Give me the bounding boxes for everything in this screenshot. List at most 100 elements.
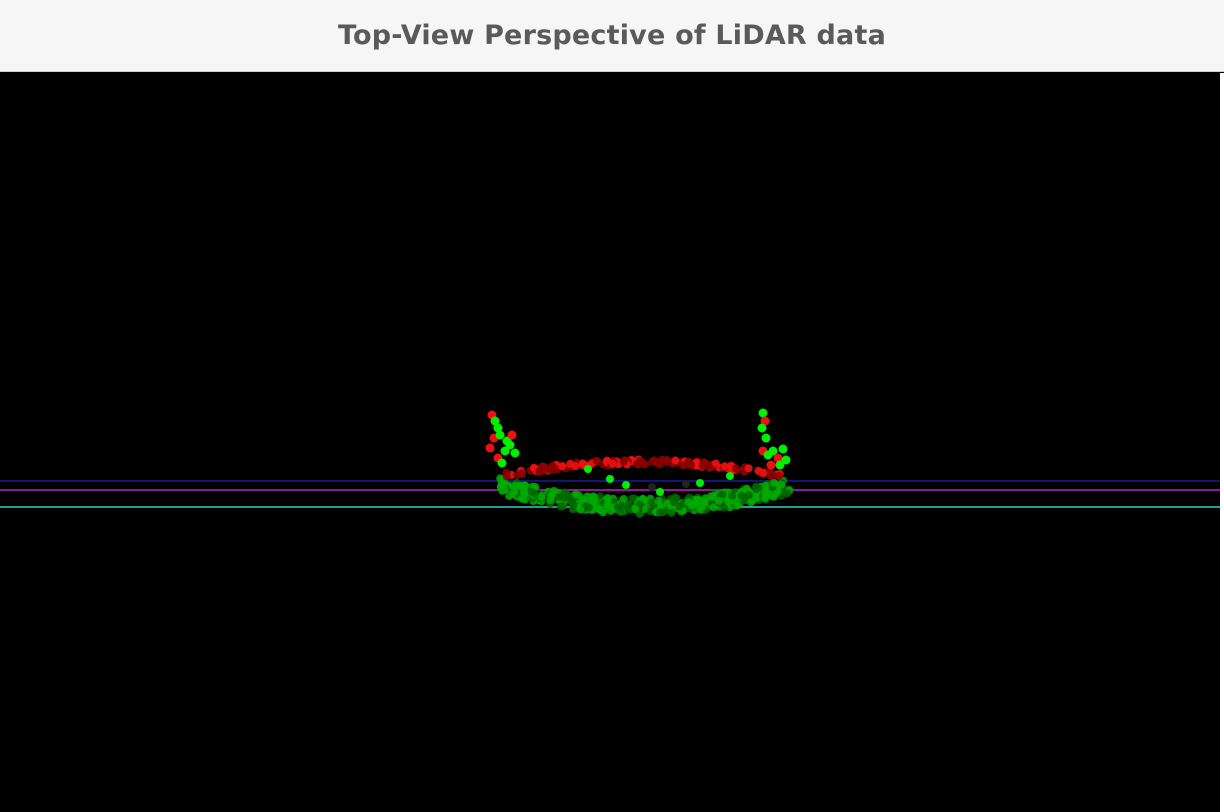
point-cloud xyxy=(485,408,794,518)
lidar-point xyxy=(511,481,520,490)
lidar-point xyxy=(508,490,517,499)
lidar-point xyxy=(507,430,517,440)
lidar-point xyxy=(624,504,633,513)
lidar-point xyxy=(606,475,614,483)
lidar-point xyxy=(603,494,612,502)
lidar-point xyxy=(757,423,767,433)
lidar-point xyxy=(593,457,602,465)
lidar-point xyxy=(584,465,592,473)
lidar-point xyxy=(594,504,603,513)
lidar-point xyxy=(617,501,626,510)
lidar-point xyxy=(699,458,708,467)
lidar-point xyxy=(744,464,753,473)
lidar-point xyxy=(731,464,740,473)
lidar-point xyxy=(540,462,549,471)
window-right-border xyxy=(1220,73,1224,812)
lidar-point xyxy=(500,485,509,494)
lidar-point xyxy=(768,446,778,456)
lidar-point xyxy=(760,416,770,426)
lidar-point xyxy=(737,491,746,500)
lidar-point xyxy=(733,501,742,510)
lidar-point xyxy=(585,503,593,512)
lidar-point xyxy=(648,483,656,491)
lidar-point xyxy=(558,462,567,471)
lidar-point xyxy=(485,443,495,453)
lidar-point xyxy=(686,461,695,470)
lidar-point xyxy=(705,463,714,472)
lidar-point xyxy=(762,490,771,499)
lidar-point xyxy=(655,508,664,517)
lidar-point xyxy=(493,423,503,433)
lidar-point xyxy=(631,505,640,513)
lidar-point xyxy=(684,498,693,507)
lidar-point xyxy=(709,492,718,501)
lidar-point xyxy=(619,457,628,466)
lidar-point xyxy=(667,508,676,517)
lidar-point xyxy=(747,498,755,507)
lidar-point xyxy=(682,480,690,488)
lidar-point xyxy=(548,461,557,470)
lidar-point xyxy=(728,492,737,500)
lidar-point xyxy=(495,430,505,440)
lidar-point xyxy=(771,490,780,498)
lidar-point xyxy=(608,459,617,468)
lidar-point xyxy=(656,488,664,496)
lidar-point xyxy=(531,489,540,498)
lidar-point xyxy=(505,440,515,450)
lidar-point xyxy=(497,458,507,468)
lidar-point xyxy=(766,460,776,470)
lidar-point xyxy=(691,497,700,505)
lidar-point xyxy=(781,455,791,465)
lidar-point xyxy=(663,499,672,508)
lidar-point xyxy=(628,494,637,503)
lidar-point xyxy=(519,482,528,490)
lidar-point xyxy=(726,472,734,480)
lidar-point xyxy=(550,487,559,495)
lidar-point xyxy=(647,498,656,507)
lidar-point xyxy=(761,433,771,443)
lidar-point xyxy=(775,460,785,470)
lidar-point xyxy=(718,490,727,499)
lidar-point xyxy=(744,491,753,500)
lidar-point xyxy=(576,505,585,514)
lidar-point xyxy=(589,492,598,501)
window-titlebar[interactable]: Top-View Perspective of LiDAR data xyxy=(0,0,1224,72)
lidar-point xyxy=(513,470,522,479)
lidar-point xyxy=(602,456,611,465)
lidar-point xyxy=(773,453,783,463)
lidar-point xyxy=(714,496,723,505)
lidar-top-view-canvas[interactable] xyxy=(0,73,1220,812)
point-cloud-scene xyxy=(0,408,1220,518)
lidar-point xyxy=(603,500,612,509)
lidar-point xyxy=(697,503,706,512)
lidar-point xyxy=(518,494,527,503)
lidar-point xyxy=(569,500,578,509)
lidar-point xyxy=(701,497,709,506)
lidar-point xyxy=(537,493,546,502)
lidar-point xyxy=(566,459,575,468)
lidar-point xyxy=(635,457,644,466)
lidar-point xyxy=(770,478,779,487)
lidar-point xyxy=(759,468,768,477)
lidar-point xyxy=(777,480,786,489)
lidar-point xyxy=(752,482,760,491)
lidar-point xyxy=(606,506,615,515)
lidar-point xyxy=(768,470,777,479)
lidar-point xyxy=(671,456,680,465)
lidar-point xyxy=(558,502,567,511)
lidar-point xyxy=(490,416,500,426)
lidar-point xyxy=(510,448,520,458)
lidar-point xyxy=(554,493,563,502)
lidar-point xyxy=(654,496,663,505)
lidar-point xyxy=(720,462,729,471)
lidar-point xyxy=(519,488,528,497)
lidar-point xyxy=(672,494,681,503)
lidar-point xyxy=(774,472,783,480)
lidar-point xyxy=(496,474,505,483)
lidar-point xyxy=(696,479,704,487)
lidar-point xyxy=(758,408,768,418)
window-title: Top-View Perspective of LiDAR data xyxy=(337,20,886,51)
lidar-point xyxy=(778,444,788,454)
lidar-point xyxy=(711,459,720,468)
